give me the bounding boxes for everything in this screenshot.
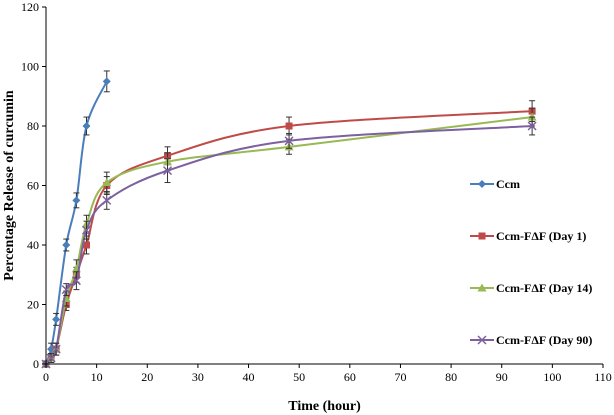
x-tick-label: 100: [543, 370, 561, 384]
x-tick-label: 0: [43, 370, 49, 384]
data-point: [61, 285, 71, 295]
data-point: [478, 180, 486, 188]
x-tick-label: 60: [344, 370, 356, 384]
legend: Ccm Ccm-FΔF (Day 1) Ccm-FΔF (Day 14) Ccm-FΔ…: [470, 177, 592, 347]
x-axis-ticks: 0 10 20 30 40 50 60 70 80 90 100 110: [43, 364, 612, 384]
y-tick-label: 100: [21, 60, 39, 74]
data-point: [102, 178, 112, 187]
y-tick-label: 120: [21, 0, 39, 14]
data-point: [478, 232, 486, 240]
data-point: [527, 121, 537, 131]
legend-item-2: Ccm-FΔF (Day 1): [470, 229, 586, 243]
data-point: [51, 344, 61, 354]
x-tick-label: 20: [141, 370, 153, 384]
x-tick-label: 50: [293, 370, 305, 384]
x-tick-label: 30: [192, 370, 204, 384]
x-tick-label: 10: [91, 370, 103, 384]
data-point: [71, 276, 81, 286]
data-point: [285, 122, 293, 130]
legend-label: Ccm-FΔF (Day 90): [496, 333, 592, 347]
legend-item-1: Ccm: [470, 177, 520, 191]
data-point: [102, 195, 112, 205]
series-4: [41, 116, 537, 369]
data-point: [102, 77, 111, 86]
data-point: [72, 196, 81, 205]
plot-area: [41, 70, 537, 369]
data-point: [284, 136, 294, 146]
y-tick-label: 60: [27, 179, 39, 193]
data-point: [477, 335, 487, 345]
y-tick-label: 80: [27, 119, 39, 133]
series-line: [45, 125, 533, 365]
data-point: [82, 122, 91, 130]
data-point: [62, 241, 71, 249]
y-tick-label: 20: [27, 298, 39, 312]
legend-label: Ccm: [496, 177, 520, 191]
data-point: [83, 241, 91, 249]
y-tick-label: 0: [33, 357, 39, 371]
x-tick-label: 90: [496, 370, 508, 384]
x-tick-label: 110: [594, 370, 612, 384]
data-point: [162, 166, 173, 176]
legend-label: Ccm-FΔF (Day 1): [496, 229, 586, 243]
legend-item-4: Ccm-FΔF (Day 90): [470, 333, 592, 347]
data-point: [52, 315, 61, 324]
data-point: [477, 283, 487, 292]
data-point: [81, 225, 92, 235]
x-axis-title: Time (hour): [288, 399, 361, 414]
legend-item-3: Ccm-FΔF (Day 14): [470, 281, 592, 295]
legend-label: Ccm-FΔF (Day 14): [496, 281, 592, 295]
y-tick-label: 40: [27, 238, 39, 252]
series-1: [42, 70, 111, 368]
y-axis-title: Percentage Release of curcumin: [2, 90, 17, 281]
x-tick-label: 70: [394, 370, 406, 384]
x-tick-label: 40: [243, 370, 255, 384]
y-axis-ticks: 0 20 40 60 80 100 120: [21, 0, 46, 371]
x-tick-label: 80: [445, 370, 457, 384]
